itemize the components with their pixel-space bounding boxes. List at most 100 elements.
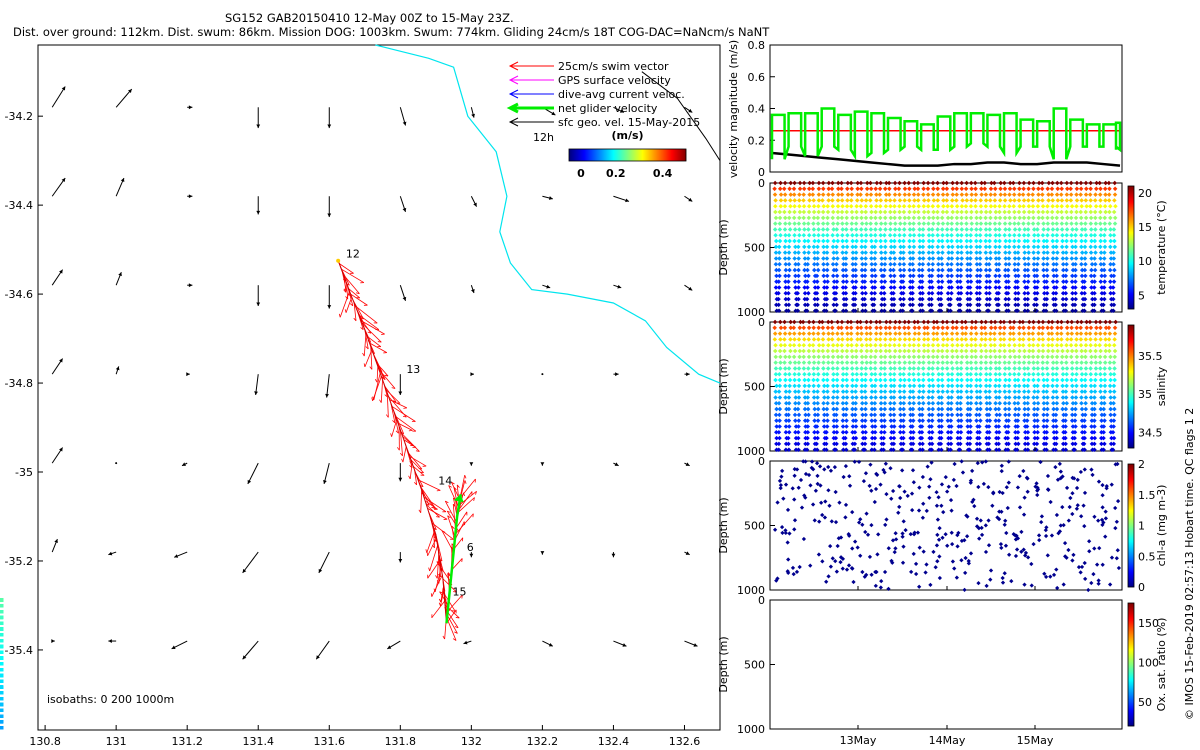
profile-colorbar-tick: 0.5 [1138, 550, 1156, 563]
swim-vector [457, 491, 473, 512]
map-colorbar-cell [682, 149, 684, 161]
swim-vector [409, 456, 427, 467]
profile-point [774, 267, 779, 273]
swim-vector-head [447, 510, 451, 513]
current-vector-dot [541, 373, 544, 376]
map-colorbar-cell [621, 149, 623, 161]
map-colorbar-cell [596, 149, 598, 161]
profile-colorbar-tick: 10 [1138, 255, 1152, 268]
current-vector [187, 194, 193, 199]
map-colorbar-cell [680, 149, 682, 161]
current-vector-shaft [247, 462, 259, 485]
profile-point [833, 291, 839, 296]
swim-vector [458, 491, 477, 506]
current-vector-head [685, 551, 690, 555]
current-vector [398, 552, 403, 563]
profile-point [815, 279, 820, 284]
profile-colorbar-cell [1128, 275, 1134, 277]
current-vector-head [471, 289, 475, 293]
profile-colorbar-cell [1128, 189, 1134, 191]
profile-point [873, 262, 878, 267]
profile-point [872, 256, 878, 261]
map-colorbar-cell [679, 149, 681, 161]
current-vector-head [54, 539, 58, 544]
current-vector [684, 106, 693, 113]
current-vector-head [402, 207, 407, 212]
profile-point [815, 267, 821, 273]
profile-y-tick-label: 0 [758, 594, 765, 607]
profile-colorbar-cell [1128, 222, 1134, 224]
current-vector [684, 284, 693, 291]
swim-vector [345, 296, 353, 313]
profile-y-tick-label: 500 [744, 520, 765, 533]
profile-y-tick-label: 0 [758, 316, 765, 329]
current-vector-head [688, 197, 693, 202]
swim-vector [446, 609, 457, 624]
map-colorbar-cell [649, 149, 651, 161]
current-vector-head [242, 568, 247, 573]
y-tick-label: -34.2 [5, 110, 33, 123]
map-colorbar-cell [594, 149, 596, 161]
profile-point [786, 285, 791, 290]
profile-colorbar-cell [1128, 246, 1134, 248]
current-vector [469, 552, 474, 558]
swim-vector-head [365, 346, 369, 350]
map-colorbar-cell [582, 149, 584, 161]
swim-vector-head [360, 327, 364, 330]
profile-point [850, 256, 856, 261]
profile-point [850, 273, 856, 279]
profile-point [841, 256, 846, 261]
current-vector [318, 551, 330, 574]
current-vector [684, 195, 693, 202]
profile-point [786, 291, 791, 296]
map-colorbar-cell [600, 149, 602, 161]
map-colorbar-cell [581, 149, 583, 161]
current-vector [399, 285, 407, 301]
map-colorbar-cell [571, 149, 573, 161]
profile-point [786, 256, 792, 261]
profile-point [853, 279, 859, 284]
map-colorbar-cell [628, 149, 630, 161]
profile-point [803, 273, 808, 279]
current-vector [254, 374, 259, 396]
profile-point [834, 273, 840, 279]
swim-vector [341, 268, 365, 283]
profile-colorbar-cell [1128, 193, 1134, 195]
swim-vector-head [381, 377, 386, 381]
profile-point [812, 267, 817, 273]
swim-vector-head [367, 331, 372, 334]
profile-point [806, 273, 811, 279]
map-colorbar-cell [663, 149, 665, 161]
swim-vector-head [445, 500, 449, 504]
swim-vector [410, 459, 424, 474]
map-colorbar-cell [590, 149, 592, 161]
swim-vector-head [454, 626, 459, 629]
velocity-y-tick-label: 0.4 [748, 103, 766, 116]
profile-colorbar-cell [1128, 200, 1134, 202]
swim-vector [436, 552, 440, 579]
map-colorbar-cell [625, 149, 627, 161]
profile-colorbar-cell [1128, 297, 1134, 299]
map-colorbar-cell [661, 149, 663, 161]
swim-vector-head [425, 549, 428, 553]
profile-colorbar-cell [1128, 190, 1134, 192]
swim-vector [446, 510, 457, 526]
current-vector [684, 462, 690, 467]
profile-colorbar-cell [1128, 253, 1134, 255]
current-vector-head [61, 86, 66, 91]
map-colorbar-tick: 0.4 [653, 167, 673, 180]
profile-point [805, 285, 810, 290]
swim-vector-head [374, 379, 378, 383]
profile-colorbar-cell [1128, 260, 1134, 262]
swim-vector [370, 346, 373, 370]
current-vector [51, 358, 64, 375]
swim-vector-head [395, 430, 399, 434]
map-colorbar-cell [651, 149, 653, 161]
map-colorbar-cell [616, 149, 618, 161]
profile-point [774, 302, 779, 308]
swim-vector [376, 366, 379, 383]
profile-point [773, 285, 779, 290]
profile-point [862, 267, 868, 273]
